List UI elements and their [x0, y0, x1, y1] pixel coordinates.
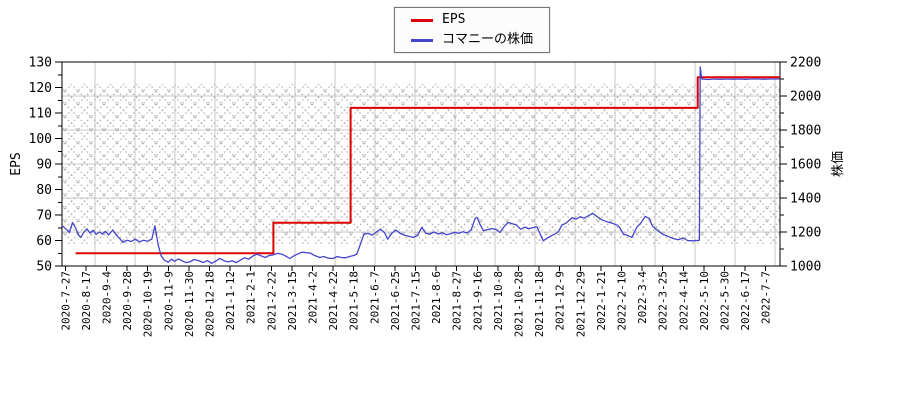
- hatch-band: [62, 84, 780, 244]
- x-tick-label: 2021-5-18: [348, 271, 361, 331]
- svg-text:2000: 2000: [790, 90, 821, 105]
- svg-text:60: 60: [36, 234, 52, 249]
- x-tick-label: 2021-8-27: [451, 271, 464, 331]
- x-tick-label: 2021-12-9: [554, 271, 567, 331]
- svg-text:2200: 2200: [790, 56, 821, 71]
- x-tick-label: 2020-10-19: [142, 271, 155, 337]
- eps-line-swatch: [411, 18, 433, 22]
- x-tick-label: 2022-3-4: [636, 271, 649, 324]
- x-tick-label: 2022-5-10: [698, 271, 711, 331]
- svg-text:90: 90: [36, 158, 52, 173]
- x-tick-label: 2021-9-16: [471, 271, 484, 331]
- x-tick-label: 2022-5-30: [719, 271, 732, 331]
- legend-item-eps: EPS: [395, 11, 549, 29]
- x-tick-label: 2020-11-9: [162, 271, 175, 331]
- left-axis-title: EPS: [9, 152, 24, 175]
- svg-text:1400: 1400: [790, 192, 821, 207]
- x-tick-label: 2020-12-18: [204, 271, 217, 337]
- svg-text:50: 50: [36, 260, 52, 275]
- x-tick-label: 2022-4-14: [677, 271, 690, 331]
- legend-label-eps: EPS: [442, 12, 466, 27]
- axis-titles: EPS 株価: [9, 151, 846, 177]
- x-tick-label: 2020-8-17: [80, 271, 93, 331]
- x-tick-label: 2022-2-10: [616, 271, 629, 331]
- x-tick-label: 2021-4-22: [327, 271, 340, 331]
- axis-ticks: [55, 61, 787, 271]
- svg-text:1800: 1800: [790, 124, 821, 139]
- svg-text:80: 80: [36, 183, 52, 198]
- x-tick-label: 2021-8-6: [430, 271, 443, 324]
- legend-item-stock-price: コマニーの株価: [395, 31, 549, 49]
- svg-text:1600: 1600: [790, 158, 821, 173]
- svg-text:1000: 1000: [790, 260, 821, 275]
- svg-text:120: 120: [29, 81, 52, 96]
- x-tick-label: 2021-6-7: [368, 271, 381, 324]
- legend-label-stock-price: コマニーの株価: [442, 32, 534, 47]
- x-tick-label: 2021-2-22: [265, 271, 278, 331]
- x-tick-label: 2021-7-15: [410, 271, 423, 331]
- x-tick-label: 2021-12-29: [574, 271, 587, 337]
- x-tick-label: 2022-6-17: [739, 271, 752, 331]
- x-tick-label: 2022-1-21: [595, 271, 608, 331]
- stock-price-series-line: [61, 66, 781, 264]
- eps-series-line: [75, 76, 781, 255]
- right-axis-title: 株価: [831, 151, 846, 177]
- x-tick-label: 2021-4-2: [307, 271, 320, 324]
- x-tick-label: 2021-11-18: [533, 271, 546, 337]
- svg-text:110: 110: [29, 107, 52, 122]
- chart-legend: EPS コマニーの株価: [394, 7, 550, 53]
- x-tick-label: 2020-9-28: [121, 271, 134, 331]
- x-tick-label: 2020-11-30: [183, 271, 196, 337]
- x-tick-label: 2021-6-25: [389, 271, 402, 331]
- tick-labels: 50 60 70 80 90 100 110 120 130 1000 1200 1400 1600 18…: [29, 56, 822, 338]
- x-tick-label: 2020-9-4: [101, 271, 114, 324]
- x-tick-label: 2022-3-25: [657, 271, 670, 331]
- svg-text:100: 100: [29, 132, 52, 147]
- svg-text:1200: 1200: [790, 226, 821, 241]
- x-tick-label: 2021-2-1: [245, 271, 258, 324]
- x-tick-label: 2021-1-12: [224, 271, 237, 331]
- svg-text:70: 70: [36, 209, 52, 224]
- x-tick-label: 2021-10-8: [492, 271, 505, 331]
- x-tick-label: 2021-10-28: [513, 271, 526, 337]
- x-tick-label: 2021-3-15: [286, 271, 299, 331]
- stock-price-line-swatch: [411, 38, 433, 42]
- x-tick-label: 2022-7-7: [760, 271, 773, 324]
- svg-text:130: 130: [29, 56, 52, 71]
- x-tick-label: 2020-7-27: [59, 271, 72, 331]
